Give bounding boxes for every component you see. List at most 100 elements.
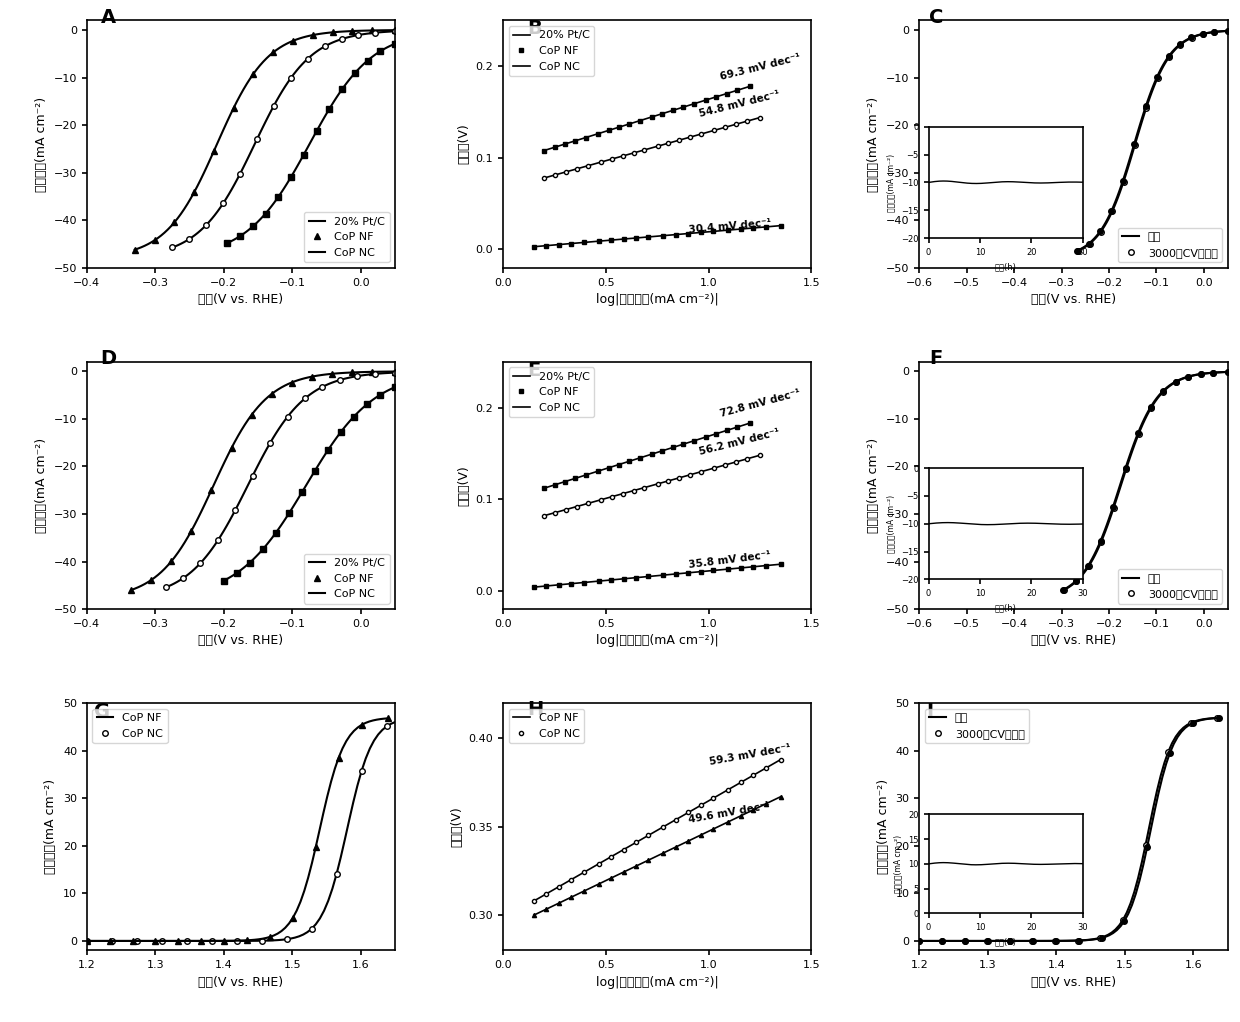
CoP NF <box>388 367 403 379</box>
CoP NC <box>239 934 254 946</box>
CoP NC <box>373 45 388 57</box>
20% Pt/C <box>345 25 360 37</box>
20% Pt/C <box>388 366 403 378</box>
Text: G: G <box>94 702 110 722</box>
CoP NF <box>298 392 312 405</box>
3000次CV循环后 <box>911 935 926 947</box>
3000次CV循环后 <box>1195 28 1210 40</box>
CoP NF <box>193 557 208 569</box>
CoP NC <box>102 935 117 947</box>
Legend: 20% Pt/C, CoP NF, CoP NC: 20% Pt/C, CoP NF, CoP NC <box>508 26 594 76</box>
Y-axis label: 电流密度(mA cm⁻²): 电流密度(mA cm⁻²) <box>35 96 48 192</box>
CoP NC <box>242 556 257 568</box>
CoP NF <box>263 436 278 449</box>
3000次CV循环后 <box>980 935 994 947</box>
Line: CoP NF: CoP NF <box>84 715 418 943</box>
3000次CV循环后 <box>1127 137 1142 149</box>
3000次CV循环后 <box>935 935 950 947</box>
X-axis label: 电位(V vs. RHE): 电位(V vs. RHE) <box>198 635 284 647</box>
3000次CV循环后 <box>1168 375 1183 387</box>
Line: 首次: 首次 <box>916 715 1220 943</box>
Text: H: H <box>528 700 544 719</box>
CoP NC <box>360 399 374 411</box>
CoP NF <box>154 935 169 947</box>
首次 <box>1210 711 1225 724</box>
首次 <box>1116 914 1131 926</box>
首次 <box>1205 367 1220 379</box>
CoP NF <box>280 411 295 423</box>
X-axis label: 电位(V vs. RHE): 电位(V vs. RHE) <box>1030 293 1116 306</box>
CoP NC <box>258 207 273 220</box>
CoP NF <box>315 381 330 393</box>
CoP NC <box>331 751 346 763</box>
Text: 49.6 mV dec⁻¹: 49.6 mV dec⁻¹ <box>688 801 771 825</box>
3000次CV循环后 <box>1220 366 1235 378</box>
3000次CV循环后 <box>1140 841 1154 853</box>
CoP NF <box>329 868 343 880</box>
首次 <box>1025 935 1040 947</box>
CoP NF <box>198 219 213 231</box>
CoP NF <box>233 168 248 180</box>
CoP NC <box>347 67 362 80</box>
CoP NF <box>304 923 319 935</box>
CoP NC <box>320 445 335 457</box>
首次 <box>1092 932 1107 944</box>
20% Pt/C <box>304 371 319 383</box>
20% Pt/C <box>325 27 340 39</box>
CoP NC <box>217 935 232 947</box>
X-axis label: log|电流密度(mA cm⁻²)|: log|电流密度(mA cm⁻²)| <box>596 976 718 988</box>
首次 <box>1094 536 1109 548</box>
Legend: 首次, 3000次CV循环后: 首次, 3000次CV循环后 <box>1117 569 1223 604</box>
X-axis label: 电位(V vs. RHE): 电位(V vs. RHE) <box>198 293 284 306</box>
CoP NC <box>322 103 337 115</box>
CoP NC <box>346 411 361 423</box>
CoP NF <box>284 72 299 84</box>
Text: B: B <box>528 19 542 38</box>
CoP NF <box>176 572 191 585</box>
CoP NF <box>355 764 370 777</box>
首次 <box>1138 838 1153 850</box>
3000次CV循环后 <box>1211 711 1226 724</box>
CoP NC <box>270 191 285 203</box>
CoP NC <box>125 935 140 947</box>
首次 <box>1094 226 1109 238</box>
Text: 69.3 mV dec⁻¹: 69.3 mV dec⁻¹ <box>719 52 801 82</box>
首次 <box>1118 463 1133 475</box>
Y-axis label: 过电势(V): 过电势(V) <box>458 465 470 506</box>
CoP NC <box>309 125 324 137</box>
Line: CoP NF: CoP NF <box>162 370 398 591</box>
首次 <box>911 935 926 947</box>
首次 <box>1106 502 1121 514</box>
CoP NF <box>104 935 119 947</box>
CoP NC <box>255 543 270 555</box>
3000次CV循环后 <box>1092 225 1107 237</box>
CoP NF <box>180 935 195 947</box>
Line: 3000次CV循环后: 3000次CV循环后 <box>1074 28 1230 253</box>
Text: D: D <box>100 350 117 368</box>
CoP NC <box>355 718 370 731</box>
首次 <box>1168 376 1183 388</box>
X-axis label: log|电流密度(mA cm⁻²)|: log|电流密度(mA cm⁻²)| <box>596 293 718 306</box>
首次 <box>1081 560 1096 572</box>
20% Pt/C <box>167 217 182 229</box>
首次 <box>980 935 994 947</box>
Text: C: C <box>929 8 944 27</box>
Y-axis label: 电流密度(mA cm⁻²): 电流密度(mA cm⁻²) <box>877 779 890 875</box>
3000次CV循环后 <box>1143 401 1158 413</box>
Y-axis label: 过电势(V): 过电势(V) <box>450 806 463 847</box>
CoP NF <box>249 133 264 145</box>
Y-axis label: 电流密度(mA cm⁻²): 电流密度(mA cm⁻²) <box>35 437 48 533</box>
Line: 首次: 首次 <box>1075 29 1230 253</box>
Text: 30.4 mV dec⁻¹: 30.4 mV dec⁻¹ <box>688 218 771 235</box>
首次 <box>1083 238 1097 250</box>
3000次CV循环后 <box>1207 26 1221 38</box>
3000次CV循环后 <box>1163 746 1178 758</box>
3000次CV循环后 <box>1205 367 1220 379</box>
20% Pt/C <box>324 368 339 380</box>
首次 <box>1220 25 1235 37</box>
20% Pt/C <box>205 483 219 496</box>
CoP NF <box>332 374 347 386</box>
3000次CV循环后 <box>1117 915 1132 927</box>
首次 <box>1195 28 1210 40</box>
CoP NC <box>229 567 244 579</box>
